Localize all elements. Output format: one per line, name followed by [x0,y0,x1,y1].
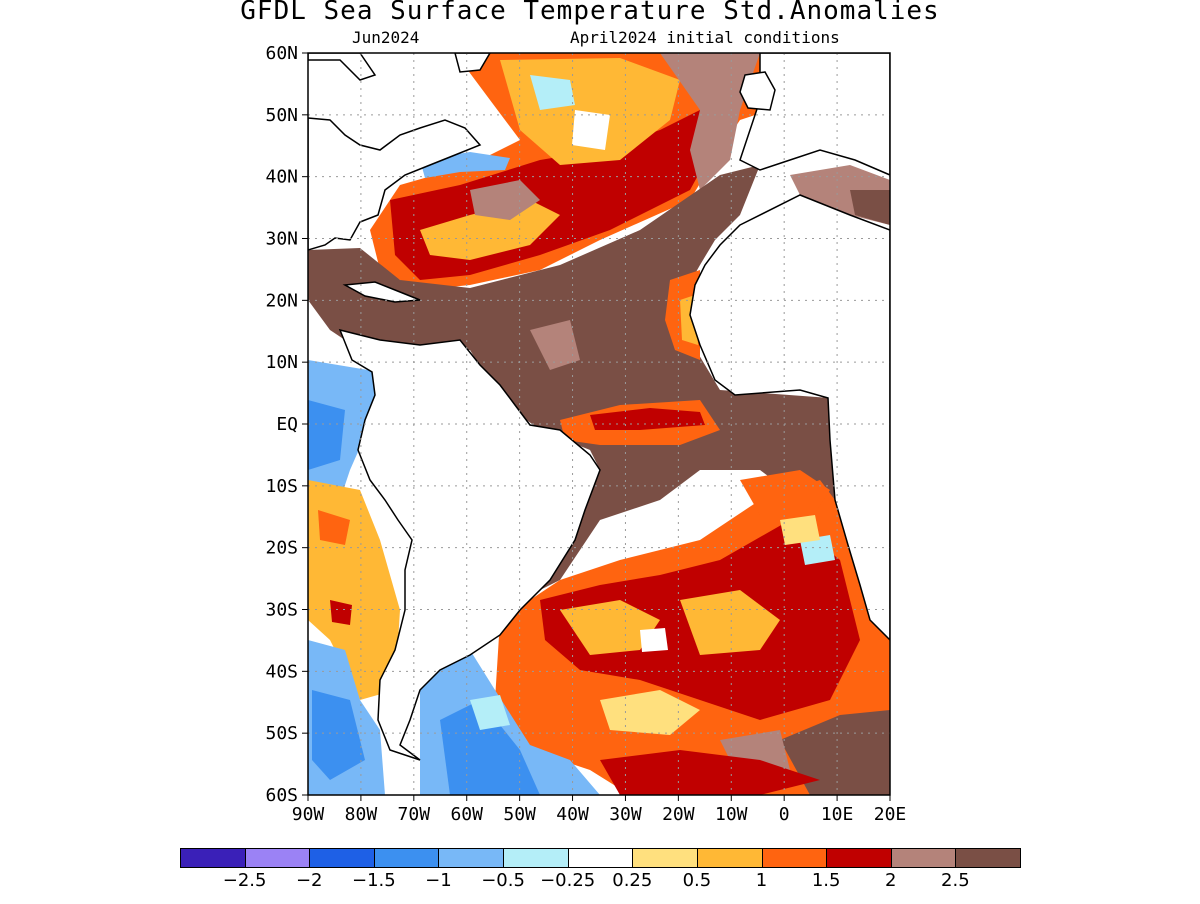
southwest-atlantic-pale-patch [470,695,510,730]
south-atlantic-far-south-hot [600,750,820,795]
colorbar-label: 1 [755,870,768,891]
colorbar-swatch [696,848,763,868]
graticule [308,53,890,795]
subpolar-gyre-cool-patch [530,75,575,110]
southeast-pacific-hot-patch-2 [330,600,352,625]
lon-tick-label: 0 [779,804,790,825]
lon-tick-label: 20E [874,804,907,825]
southeast-pacific-hot-patch [318,510,350,545]
colorbar-label: −1.5 [351,870,396,891]
colorbar-label: −2 [295,870,323,891]
colorbar-swatch [503,848,569,868]
colorbar-swatch [761,848,828,868]
colorbar-swatch [826,848,892,868]
lon-tick-label: 20W [662,804,695,825]
colorbar-label: 1.5 [811,870,841,891]
colorbar-label: 2 [885,870,897,891]
lon-tick-label: 30W [609,804,642,825]
colorbar-label: −1 [425,870,452,891]
colorbar-label: 0.25 [612,870,653,891]
south-pacific-cool-core [312,690,365,780]
initial-conditions-label: April2024 initial conditions [570,28,840,47]
latitude-axis: 60N 50N 40N 30N 20N 10N EQ 10S 20S 30S 40S 50S 60S [265,43,308,806]
angola-yellow-patch [780,515,820,545]
equatorial-light-brown-patch [530,320,580,370]
chart-title: GFDL Sea Surface Temperature Std.Anomali… [240,0,940,26]
colorbar-label: −0.25 [540,870,596,891]
mediterranean-brown-core [850,190,890,225]
colorbar-swatch [955,848,1021,868]
lon-tick-label: 40W [556,804,589,825]
lat-tick-label: 50S [265,723,298,744]
colorbar-swatch [180,848,246,868]
lat-tick-label: 40N [265,167,298,188]
east-pacific-cool-region [308,360,380,500]
colorbar-swatch [567,848,634,868]
lat-tick-label: 30S [265,600,298,621]
equatorial-hot-core [590,408,705,430]
greenland-land [454,53,491,73]
lon-tick-label: 10E [821,804,854,825]
colorbar-swatch [632,848,698,868]
colorbar-label: 2.5 [941,870,970,891]
southeast-atlantic-brown [780,710,890,795]
europe-land [739,53,890,176]
lat-tick-label: 40S [265,661,298,682]
north-atlantic-brown-patch [470,180,540,220]
colorbar-label: 0.5 [682,870,712,891]
lat-tick-label: EQ [276,414,298,435]
lat-tick-label: 50N [265,105,298,126]
colorbar-swatch [244,848,311,868]
lon-tick-label: 70W [398,804,431,825]
lat-tick-label: 60S [265,785,298,806]
north-america-land [308,53,482,251]
south-atlantic-white-patch [640,628,668,652]
lat-tick-label: 10S [265,476,298,497]
colorbar-swatch [373,848,440,868]
angola-warm-patch [740,470,830,520]
east-pacific-cool-core [308,400,345,470]
lat-tick-label: 20N [265,290,298,311]
lat-tick-label: 30N [265,229,298,250]
southwest-atlantic-cool-core [440,700,540,795]
longitude-axis: 90W 80W 70W 60W 50W 40W 30W 20W 10W 0 10E 20E [292,795,907,825]
subpolar-gyre-neutral-patch [572,110,610,150]
lon-tick-label: 10W [715,804,748,825]
forecast-month-label: Jun2024 [352,28,420,47]
colorbar-label: −0.5 [481,870,525,891]
lat-tick-label: 10N [265,352,298,373]
south-atlantic-cool-patch [800,535,835,565]
south-atlantic-yellow-patch [600,690,700,735]
gulf-stream-warm-core [420,200,560,260]
british-isles-land [739,71,776,111]
colorbar-swatch [309,848,375,868]
lon-tick-label: 80W [345,804,378,825]
anomaly-field [308,53,890,795]
lon-tick-label: 60W [450,804,483,825]
south-atlantic-orange-patch-2 [680,590,780,655]
lat-tick-label: 20S [265,538,298,559]
south-america-land [338,328,601,761]
tropical-atlantic-warm-region [308,165,850,590]
colorbar-swatch [438,848,505,868]
lon-tick-label: 90W [292,804,325,825]
lon-tick-label: 50W [503,804,536,825]
lat-tick-label: 60N [265,43,298,64]
colorbar-swatch [890,848,957,868]
south-atlantic-orange-patch [560,600,660,655]
africa-land [689,194,890,642]
northeast-atlantic-brown [660,53,760,190]
colorbar-label: −2.5 [222,870,267,891]
